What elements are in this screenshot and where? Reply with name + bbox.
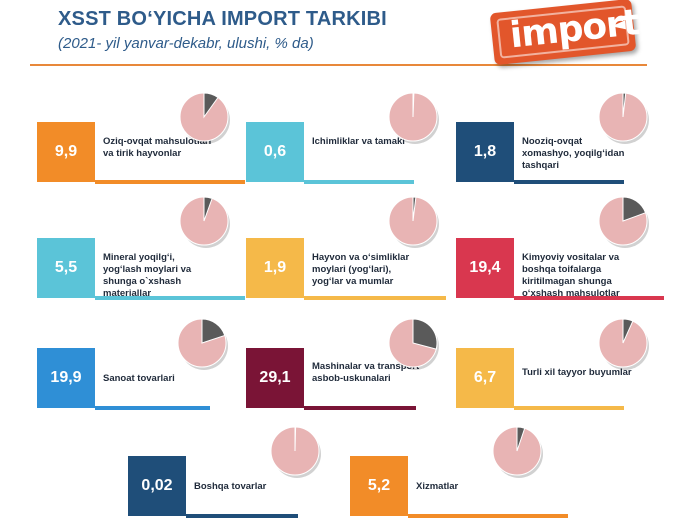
pie-slice bbox=[412, 318, 438, 350]
category-label: Mashinalar va transport asbob-uskunalari bbox=[312, 361, 420, 384]
arrow-left-icon: ◄ bbox=[610, 13, 627, 36]
category-label: Ichimliklar va tamaki bbox=[312, 136, 405, 147]
category-label: Oziq-ovqat mahsulotlari va tirik hayvonl… bbox=[103, 136, 212, 159]
pie-slice bbox=[201, 318, 226, 344]
pie-svg bbox=[598, 318, 649, 370]
import-logo: import ◄ bbox=[489, 0, 641, 66]
share-pie bbox=[388, 318, 439, 370]
share-pie bbox=[598, 318, 649, 370]
value-box: 0,6 bbox=[246, 122, 304, 182]
share-pie bbox=[598, 196, 649, 248]
value-box: 29,1 bbox=[246, 348, 304, 408]
value-box: 5,5 bbox=[37, 238, 95, 298]
pie-slice bbox=[516, 426, 526, 452]
pie-svg bbox=[598, 92, 649, 144]
underline bbox=[408, 514, 568, 518]
category-label: Turli xil tayyor buyumlar bbox=[522, 367, 632, 378]
underline bbox=[514, 296, 664, 300]
value-box: 19,9 bbox=[37, 348, 95, 408]
pie-svg bbox=[179, 196, 230, 248]
value-box: 6,7 bbox=[456, 348, 514, 408]
pie-slice bbox=[412, 196, 417, 222]
share-pie bbox=[598, 92, 649, 144]
pie-slice bbox=[203, 196, 213, 222]
pie-svg bbox=[388, 318, 439, 370]
pie-slice bbox=[294, 426, 297, 452]
pie-slice bbox=[622, 92, 627, 118]
share-pie bbox=[270, 426, 321, 478]
value-box: 0,02 bbox=[128, 456, 186, 516]
share-pie bbox=[177, 318, 228, 370]
pie-slice bbox=[622, 318, 634, 344]
underline bbox=[304, 180, 414, 184]
pie-svg bbox=[388, 196, 439, 248]
pie-svg bbox=[177, 318, 228, 370]
category-label: Sanoat tovarlari bbox=[103, 373, 175, 384]
category-label: Nooziq-ovqat xomashyo, yoqilg‘idan tashq… bbox=[522, 136, 625, 171]
underline bbox=[514, 180, 624, 184]
category-label: Mineral yoqilg‘i, yog‘lash moylari va sh… bbox=[103, 252, 192, 299]
value-box: 9,9 bbox=[37, 122, 95, 182]
share-pie bbox=[179, 92, 230, 144]
category-label: Kimyoviy vositalar va boshqa toifalarga … bbox=[522, 252, 620, 299]
value-box: 1,8 bbox=[456, 122, 514, 182]
pie-svg bbox=[179, 92, 230, 144]
underline bbox=[304, 406, 416, 410]
share-pie bbox=[388, 92, 439, 144]
pie-slice bbox=[203, 92, 219, 119]
pie-svg bbox=[492, 426, 543, 478]
pie-slice bbox=[412, 92, 415, 118]
pie-svg bbox=[270, 426, 321, 478]
underline bbox=[186, 514, 298, 518]
value-box: 5,2 bbox=[350, 456, 408, 516]
share-pie bbox=[388, 196, 439, 248]
pie-svg bbox=[598, 196, 649, 248]
share-pie bbox=[492, 426, 543, 478]
share-pie bbox=[179, 196, 230, 248]
header-divider bbox=[30, 64, 647, 66]
category-label: Xizmatlar bbox=[416, 481, 459, 492]
underline bbox=[304, 296, 446, 300]
underline bbox=[95, 406, 210, 410]
pie-svg bbox=[388, 92, 439, 144]
page-subtitle: (2021- yil yanvar-dekabr, ulushi, % da) bbox=[58, 35, 314, 52]
underline bbox=[514, 406, 624, 410]
category-label: Boshqa tovarlar bbox=[194, 481, 267, 492]
page-title: XSST BO‘YICHA IMPORT TARKIBI bbox=[58, 8, 387, 30]
value-box: 19,4 bbox=[456, 238, 514, 298]
pie-slice bbox=[622, 196, 647, 222]
underline bbox=[95, 296, 245, 300]
category-label: Hayvon va o‘simliklar moylari (yog‘lari)… bbox=[312, 252, 410, 287]
value-box: 1,9 bbox=[246, 238, 304, 298]
underline bbox=[95, 180, 245, 184]
